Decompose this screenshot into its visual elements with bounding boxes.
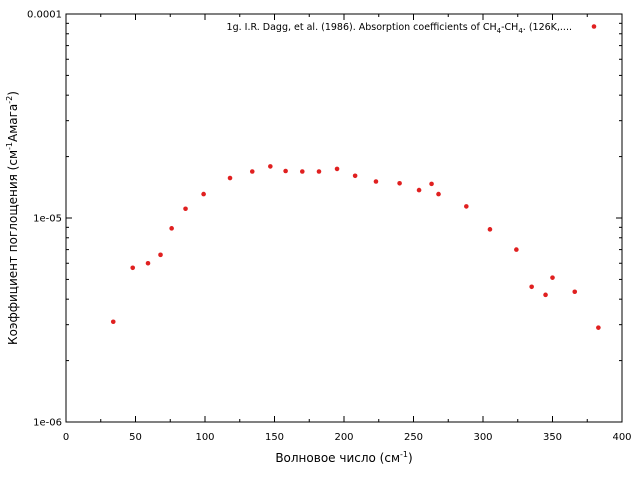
data-point bbox=[183, 206, 188, 212]
data-point bbox=[283, 168, 288, 174]
data-point bbox=[130, 265, 136, 271]
y-axis-ticks: 1e-06 1e-05 0.0001 bbox=[27, 10, 622, 429]
y-axis-title: Коэффициент поглощения (см-1Амага-2) bbox=[5, 91, 20, 345]
data-point bbox=[464, 204, 469, 209]
data-point bbox=[416, 187, 422, 193]
legend-label: 1g. I.R. Dagg, et al. (1986). Absorption… bbox=[227, 22, 572, 35]
x-tick-label: 400 bbox=[612, 432, 631, 443]
x-axis-ticks: 0 50 100 150 200 250 300 350 400 bbox=[63, 14, 632, 443]
data-point bbox=[596, 325, 601, 330]
data-point bbox=[514, 247, 519, 252]
data-points bbox=[110, 164, 601, 330]
y-tick-label: 1e-05 bbox=[33, 214, 62, 225]
x-tick-label: 0 bbox=[63, 432, 69, 443]
data-point bbox=[145, 260, 151, 266]
x-tick-label: 350 bbox=[543, 432, 562, 443]
data-point bbox=[316, 169, 322, 174]
x-tick-label: 150 bbox=[265, 432, 284, 443]
data-point bbox=[529, 284, 534, 290]
data-point bbox=[201, 191, 206, 197]
data-point bbox=[572, 289, 578, 295]
data-point bbox=[249, 169, 255, 174]
data-point bbox=[543, 292, 548, 298]
x-tick-label: 200 bbox=[334, 432, 353, 443]
data-point bbox=[373, 179, 379, 184]
x-tick-label: 250 bbox=[404, 432, 423, 443]
data-point bbox=[352, 173, 358, 179]
data-point bbox=[158, 252, 163, 258]
data-point bbox=[334, 166, 340, 172]
legend-marker bbox=[591, 24, 597, 29]
data-point bbox=[227, 175, 233, 181]
x-tick-label: 50 bbox=[129, 432, 142, 443]
x-tick-label: 300 bbox=[473, 432, 492, 443]
data-point bbox=[429, 181, 434, 187]
x-tick-label: 100 bbox=[195, 432, 214, 443]
y-tick-label: 0.0001 bbox=[27, 10, 62, 21]
data-point bbox=[487, 227, 493, 232]
data-point bbox=[110, 319, 116, 325]
data-point bbox=[169, 226, 174, 231]
data-point bbox=[397, 180, 402, 186]
legend: 1g. I.R. Dagg, et al. (1986). Absorption… bbox=[227, 22, 597, 35]
data-point bbox=[550, 275, 555, 280]
data-point bbox=[300, 169, 305, 174]
data-point bbox=[268, 164, 273, 169]
x-axis-title: Волновое число (см-1) bbox=[275, 450, 412, 465]
data-point bbox=[436, 191, 441, 197]
y-tick-label: 1e-06 bbox=[33, 418, 62, 429]
plot-frame bbox=[65, 13, 623, 423]
